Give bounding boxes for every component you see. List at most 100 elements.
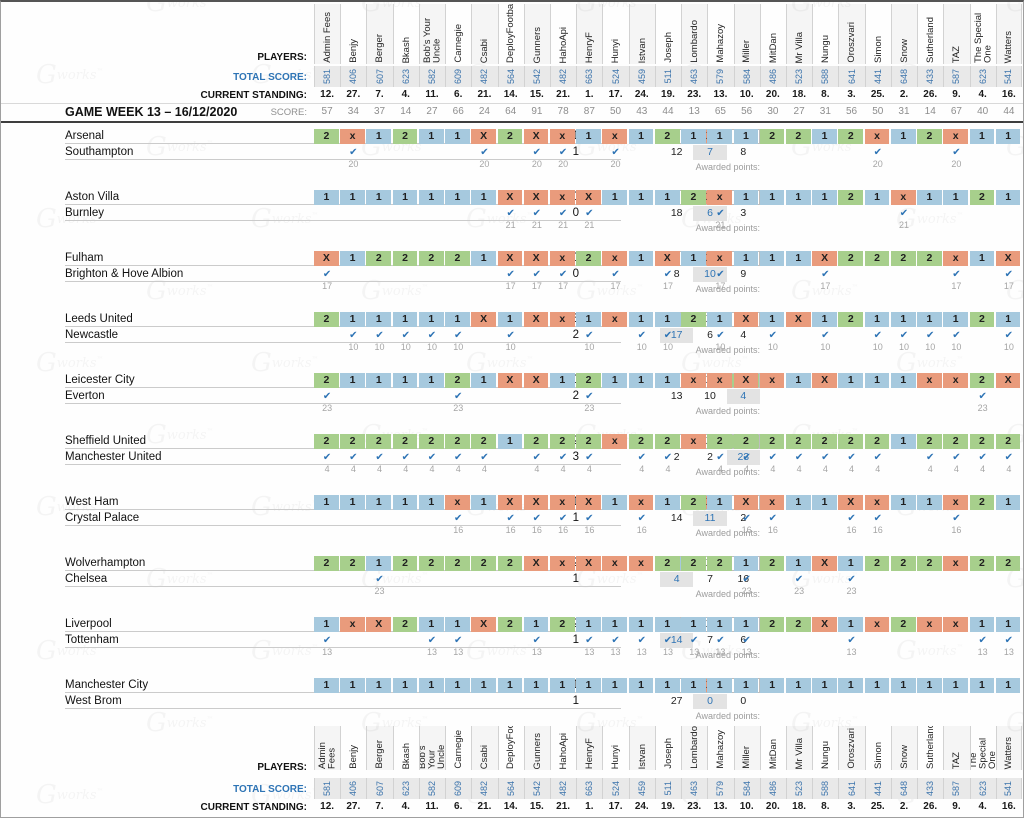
prediction-cell: x bbox=[602, 312, 628, 327]
empty-check-cell bbox=[838, 207, 864, 220]
player-name-cell: Istvan bbox=[628, 726, 655, 770]
empty-points-cell bbox=[471, 525, 497, 536]
empty-points-cell bbox=[943, 220, 969, 231]
prediction-cell: 2 bbox=[654, 434, 680, 449]
empty-points-cell bbox=[865, 281, 891, 292]
match-block-5: Leicester CityEverton021X213104Awarded p… bbox=[1, 373, 1023, 434]
total-score-cell: 582 bbox=[418, 778, 445, 799]
empty-check-cell bbox=[655, 695, 681, 708]
match-block-9: LiverpoolTottenham211X21476Awarded point… bbox=[1, 617, 1023, 678]
total-score-value: 524 bbox=[610, 68, 621, 85]
prediction-cell: 1 bbox=[917, 190, 942, 205]
empty-check-cell bbox=[891, 634, 917, 647]
prediction-cell: 1 bbox=[471, 678, 497, 693]
empty-check-cell bbox=[812, 207, 838, 220]
empty-points-cell bbox=[891, 464, 917, 475]
gameweek-score-value: 56 bbox=[845, 106, 858, 117]
prediction-cell: x bbox=[707, 190, 733, 205]
gameweek-score-value: 14 bbox=[400, 106, 412, 117]
gameweek-score-value: 56 bbox=[741, 106, 753, 117]
points-value: 10 bbox=[898, 342, 909, 352]
prediction-cell: 2 bbox=[654, 129, 680, 144]
gameweek-score-value: 37 bbox=[373, 106, 386, 117]
outcome-count-x: 6 bbox=[707, 329, 713, 341]
empty-points-cell bbox=[812, 647, 838, 658]
prediction-cell: X bbox=[523, 129, 549, 144]
away-team-name: Southampton bbox=[65, 146, 134, 158]
away-score: 1 bbox=[572, 573, 579, 585]
prediction-cell: x bbox=[602, 434, 628, 449]
empty-check-cell bbox=[471, 329, 497, 342]
empty-check-cell bbox=[786, 695, 812, 708]
empty-points-cell bbox=[917, 586, 943, 597]
correct-checkmark: ✔ bbox=[716, 452, 725, 463]
correct-checkmark: ✔ bbox=[558, 208, 568, 219]
empty-points-cell bbox=[970, 342, 996, 353]
empty-points-cell bbox=[629, 586, 655, 597]
prediction-cell: 2 bbox=[445, 556, 470, 571]
empty-check-cell bbox=[524, 573, 550, 586]
total-score-cell: 623 bbox=[392, 66, 419, 87]
empty-points-cell bbox=[629, 708, 655, 719]
outcome-count-2: 6 bbox=[740, 634, 747, 646]
total-score-value: 579 bbox=[715, 780, 726, 797]
points-value: 10 bbox=[426, 342, 437, 352]
empty-check-cell bbox=[498, 146, 524, 159]
outcome-count-row: 18 6 3 bbox=[660, 206, 760, 221]
prediction-cell: 1 bbox=[445, 129, 470, 144]
player-name-cell: Bob's Your Uncle bbox=[418, 4, 445, 64]
total-score-value: 588 bbox=[820, 68, 831, 85]
points-value: 13 bbox=[636, 647, 647, 657]
prediction-cell: 2 bbox=[340, 434, 365, 449]
header-divider bbox=[1, 121, 1023, 123]
prediction-cell: 2 bbox=[995, 434, 1021, 449]
points-value: 13 bbox=[322, 647, 333, 657]
prediction-cell: x bbox=[681, 434, 706, 449]
empty-check-cell bbox=[707, 512, 733, 525]
current-standing-value: 16. bbox=[1001, 89, 1016, 100]
away-score: 2 bbox=[572, 329, 579, 341]
prediction-cell: 1 bbox=[733, 617, 759, 632]
correct-checkmark: ✔ bbox=[585, 513, 594, 524]
empty-points-cell bbox=[366, 708, 392, 719]
prediction-cell: 2 bbox=[917, 556, 942, 571]
prediction-cell: 1 bbox=[838, 556, 864, 571]
prediction-cell: 1 bbox=[812, 190, 837, 205]
points-value: 17 bbox=[1003, 281, 1014, 291]
points-value: 16 bbox=[453, 525, 464, 535]
correct-checkmark: ✔ bbox=[637, 635, 646, 646]
correct-checkmark: ✔ bbox=[821, 452, 830, 463]
points-value: 20 bbox=[531, 159, 542, 169]
empty-points-cell bbox=[498, 403, 524, 414]
empty-points-cell bbox=[602, 708, 628, 719]
current-standing-value: 19. bbox=[661, 801, 675, 812]
prediction-cell: 1 bbox=[681, 617, 706, 632]
points-value: 4 bbox=[953, 464, 959, 474]
points-value: 10 bbox=[715, 342, 726, 352]
current-standing-value: 24. bbox=[634, 89, 649, 100]
correct-checkmark: ✔ bbox=[873, 147, 882, 158]
empty-check-cell bbox=[865, 573, 891, 586]
total-score-value: 541 bbox=[1003, 780, 1014, 797]
points-value: 4 bbox=[980, 464, 986, 474]
prediction-cell: 1 bbox=[890, 678, 916, 693]
player-name: Sutherland bbox=[924, 17, 936, 63]
empty-points-cell bbox=[760, 586, 786, 597]
correct-checkmark: ✔ bbox=[952, 147, 961, 158]
empty-points-cell bbox=[524, 586, 550, 597]
player-name: Nungu bbox=[820, 35, 832, 63]
points-value: 17 bbox=[610, 281, 621, 291]
empty-points-cell bbox=[734, 403, 760, 414]
outcome-count-1: 14 bbox=[660, 633, 694, 648]
empty-check-cell bbox=[340, 268, 366, 281]
current-standings-top: 12. 27. 7. 4. 11. 6. 21. 14. 15. 21. 1. 17. 24. 19. 23… bbox=[314, 89, 1022, 102]
current-standing-value: 20. bbox=[765, 89, 780, 100]
total-score-cell: 609 bbox=[445, 778, 471, 799]
correct-checkmark-row: ✔ ✔ ✔ ✔ ✔ ✔ ✔ ✔ ✔ ✔ bbox=[314, 268, 1022, 281]
player-name-cell: Watters bbox=[995, 4, 1022, 64]
current-standing-value: 11. bbox=[425, 89, 439, 100]
gameweek-score-value: 78 bbox=[557, 106, 569, 117]
player-name: Gunners bbox=[531, 732, 543, 769]
prediction-cell: X bbox=[523, 556, 549, 571]
correct-checkmark: ✔ bbox=[454, 391, 463, 402]
